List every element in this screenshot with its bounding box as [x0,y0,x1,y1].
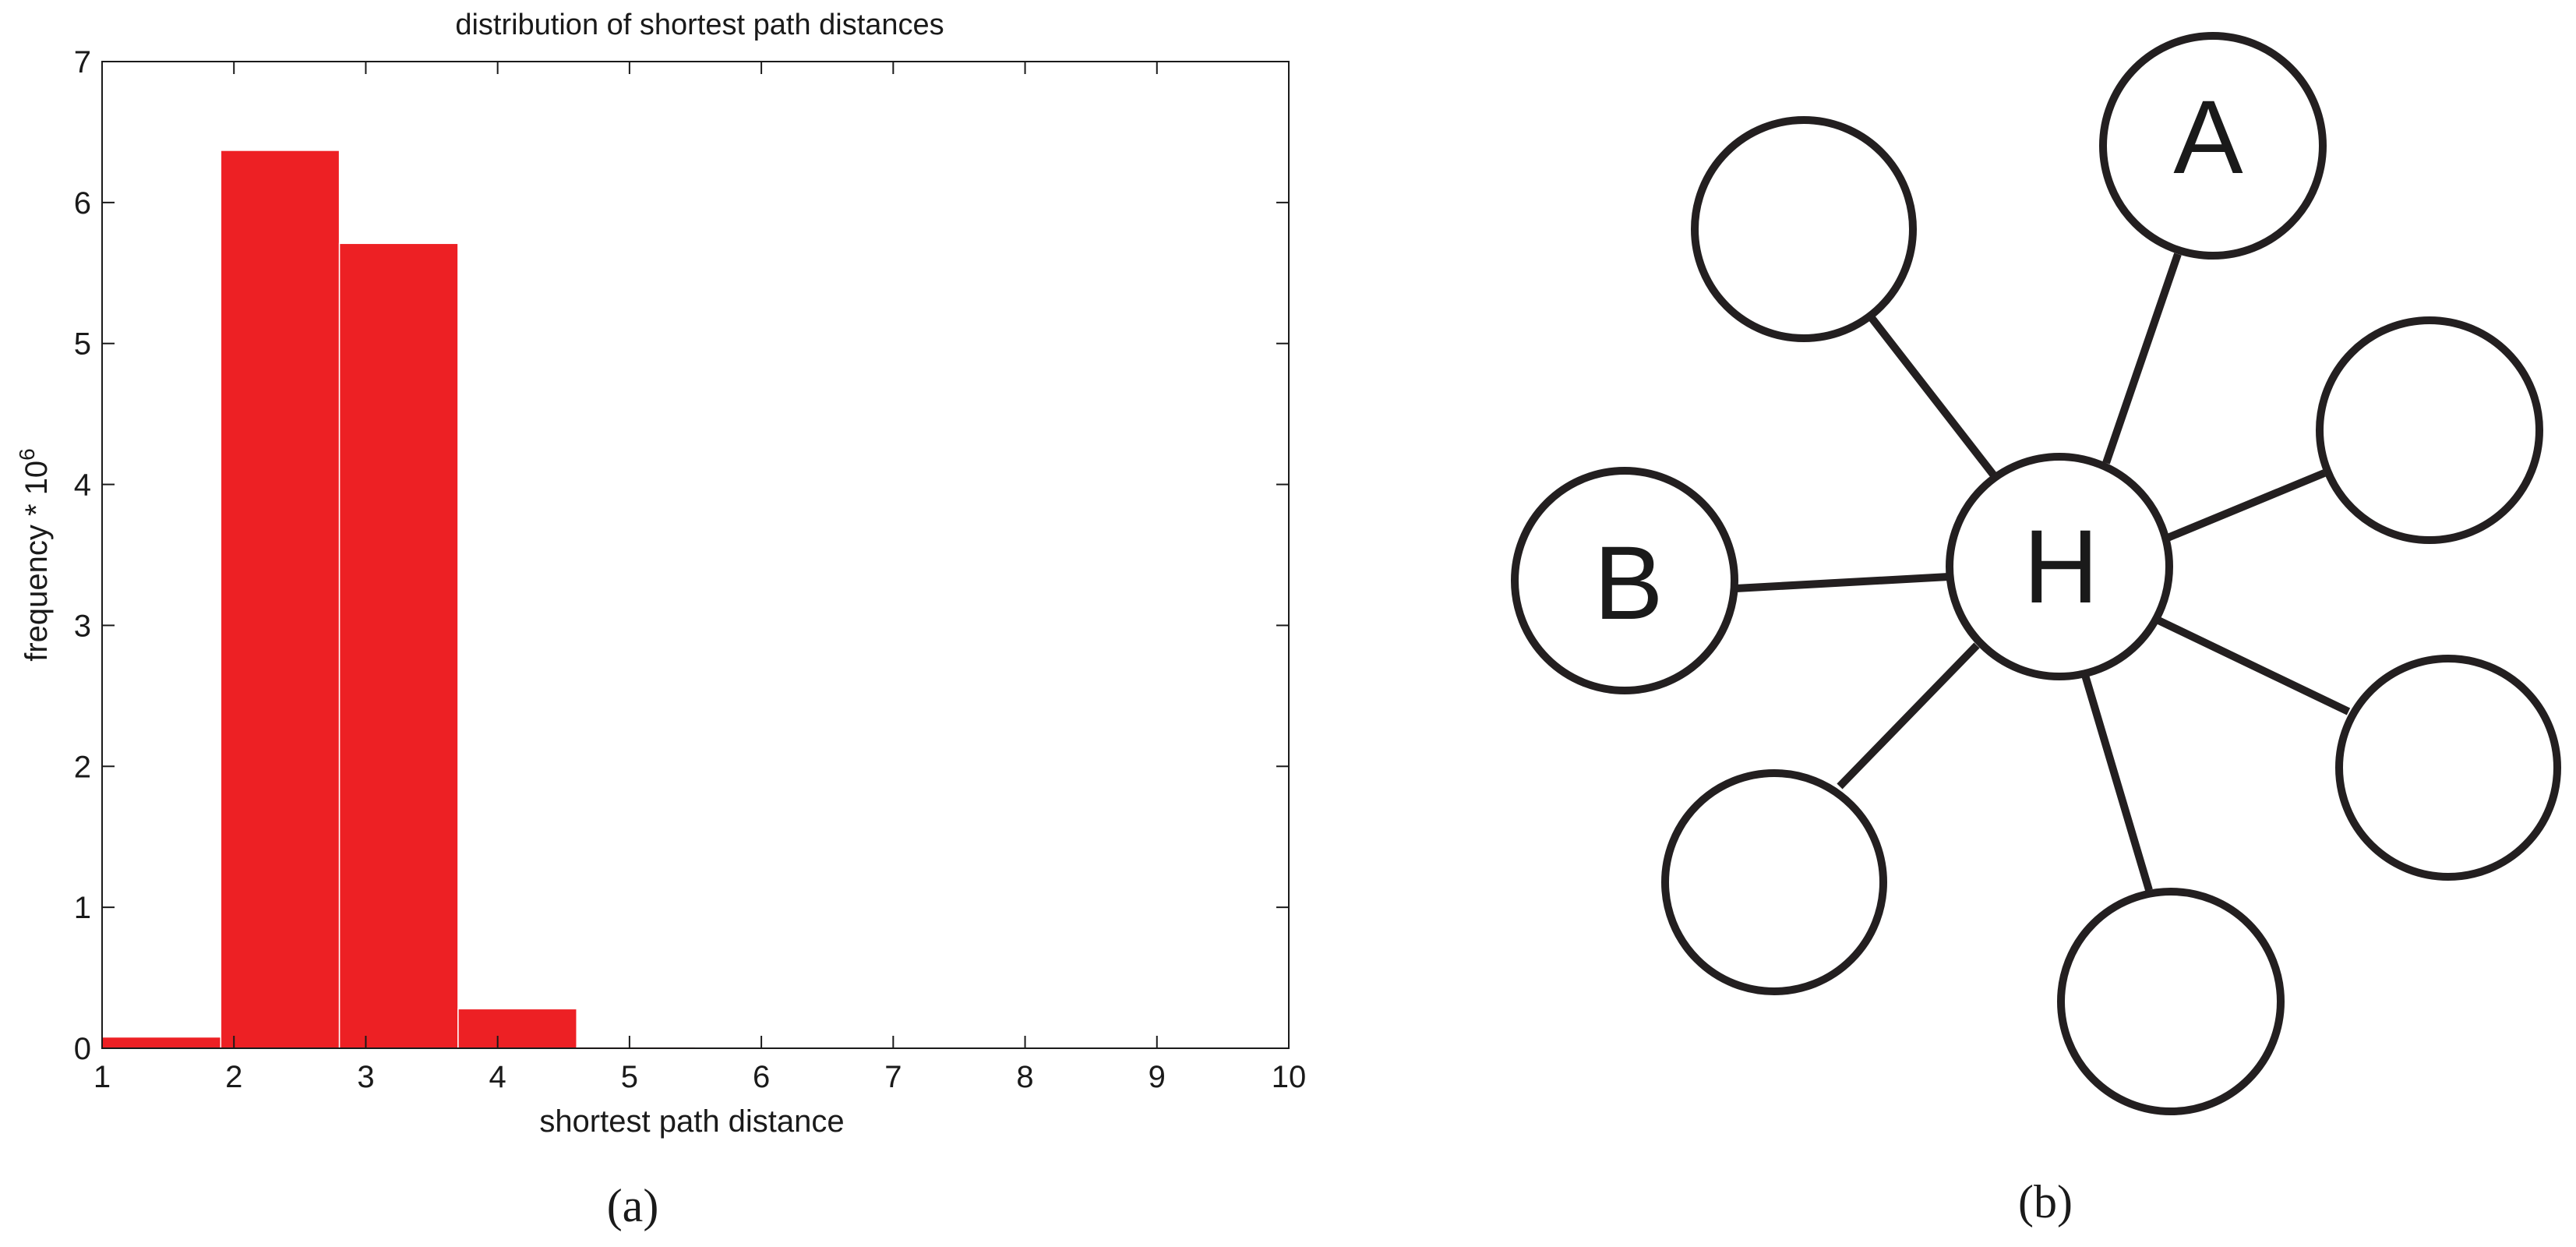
x-axis-ticks: 1 2 3 4 5 6 7 8 9 10 [94,62,1306,1094]
y-axis-label: frequency * 106 [15,448,54,662]
caption-b: (b) [2018,1176,2073,1228]
bars-group [101,150,1290,1051]
y-tick-label-4: 4 [74,468,91,503]
edge-h-right-upper [2166,469,2326,542]
bar-4 [457,1008,577,1049]
diagram-nodes [1511,32,2561,1115]
y-axis-ticks: 0 1 2 3 4 5 6 7 [74,45,1289,1066]
y-tick-label-7: 7 [74,45,91,79]
chart-title: distribution of shortest path distances [455,9,944,41]
bar-2 [220,150,341,1049]
edge-h-top-left [1866,312,1999,482]
x-tick-label-10: 10 [1272,1060,1307,1094]
y-tick-label-2: 2 [74,750,91,784]
edge-h-a [2102,253,2182,465]
y-axis-label-exponent: 6 [15,448,39,461]
x-tick-label-7: 7 [884,1060,902,1094]
bar-1 [101,1036,222,1049]
node-a-label: A [2173,79,2243,196]
node-b [1511,467,1738,694]
y-tick-label-0: 0 [74,1032,91,1066]
node-top-left [1691,116,1917,342]
diagram-edges [1735,253,2351,892]
node-hub [1946,453,2173,680]
node-right-upper [2316,316,2543,544]
node-hub-label: H [2024,509,2099,625]
y-tick-label-3: 3 [74,609,91,643]
x-tick-label-5: 5 [621,1060,638,1094]
edge-h-right-lower [2154,616,2351,715]
node-b-label: B [1593,525,1663,641]
x-axis-label: shortest path distance [539,1104,844,1139]
histogram-panel: distribution of shortest path distances … [15,9,1306,1231]
edge-h-b [1735,573,1950,592]
x-tick-label-2: 2 [225,1060,242,1094]
edge-h-bottom-left [1837,642,1980,790]
plot-frame [101,61,1290,1049]
x-tick-label-8: 8 [1016,1060,1033,1094]
hub-diagram-panel: A B H (b) [1511,32,2561,1228]
bar-3 [338,242,459,1049]
y-tick-label-6: 6 [74,186,91,221]
y-tick-label-5: 5 [74,327,91,362]
node-bottom-left [1661,769,1887,995]
node-bottom [2057,888,2285,1115]
edge-h-bottom [2080,671,2153,892]
caption-a: (a) [607,1180,659,1231]
x-tick-label-3: 3 [357,1060,374,1094]
x-tick-label-6: 6 [753,1060,770,1094]
y-tick-label-1: 1 [74,891,91,925]
x-tick-label-1: 1 [94,1060,111,1094]
node-a [2099,32,2327,260]
x-tick-label-9: 9 [1149,1060,1166,1094]
node-right-lower [2335,655,2561,881]
x-tick-label-4: 4 [489,1060,506,1094]
y-axis-label-base: frequency * 10 [19,461,54,662]
